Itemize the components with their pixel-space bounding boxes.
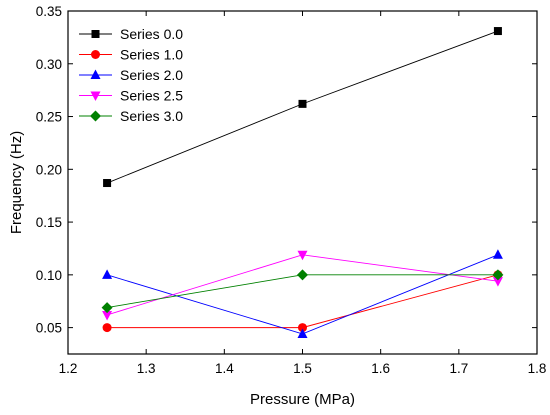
legend-label: Series 2.0 bbox=[120, 67, 183, 83]
y-tick-label: 0.25 bbox=[36, 110, 62, 125]
data-point bbox=[492, 269, 504, 281]
data-point bbox=[298, 99, 307, 108]
series-3 bbox=[102, 250, 503, 321]
data-point bbox=[102, 310, 113, 321]
legend-item: Series 0.0 bbox=[79, 26, 183, 42]
data-point bbox=[492, 249, 503, 259]
x-tick-label: 1.4 bbox=[215, 361, 234, 376]
legend-item: Series 2.0 bbox=[79, 67, 183, 83]
y-axis-title: Frequency (Hz) bbox=[8, 131, 25, 234]
data-point bbox=[297, 269, 308, 281]
data-point bbox=[101, 302, 113, 314]
data-point bbox=[297, 250, 308, 261]
series-line bbox=[107, 274, 499, 329]
x-tick-label: 1.2 bbox=[59, 361, 78, 376]
data-point bbox=[102, 323, 112, 333]
x-tick-label: 1.6 bbox=[371, 361, 390, 376]
data-point bbox=[298, 323, 307, 333]
series-layer bbox=[101, 27, 504, 338]
data-point bbox=[103, 179, 112, 188]
legend-label: Series 3.0 bbox=[120, 108, 183, 124]
legend-marker bbox=[91, 30, 100, 38]
y-tick-label: 0.15 bbox=[36, 215, 62, 230]
x-tick-label: 1.8 bbox=[528, 361, 547, 376]
data-point bbox=[493, 27, 502, 36]
series-0 bbox=[103, 27, 502, 188]
data-point bbox=[492, 277, 503, 287]
y-tick-label: 0.10 bbox=[36, 268, 62, 283]
legend-label: Series 0.0 bbox=[120, 26, 183, 42]
legend-marker bbox=[90, 69, 101, 79]
legend-marker bbox=[90, 91, 101, 101]
data-point bbox=[297, 328, 308, 338]
legend-item: Series 3.0 bbox=[79, 108, 183, 124]
legend-marker bbox=[90, 110, 101, 122]
series-4 bbox=[101, 269, 504, 314]
legend-marker bbox=[91, 50, 100, 59]
legend: Series 0.0 Series 1.0 Series 2.0 Series 2.5… bbox=[79, 26, 183, 124]
legend-label: Series 2.5 bbox=[120, 88, 183, 104]
y-tick-label: 0.35 bbox=[36, 4, 62, 19]
y-tick-label: 0.05 bbox=[36, 321, 62, 336]
y-tick-label: 0.20 bbox=[36, 162, 62, 177]
legend-item: Series 2.5 bbox=[79, 88, 183, 104]
series-line bbox=[106, 254, 498, 316]
x-axis-ticks: 1.2 1.3 1.4 1.5 1.6 1.7 1.8 bbox=[59, 11, 547, 376]
series-line bbox=[106, 254, 499, 335]
x-tick-label: 1.5 bbox=[293, 361, 312, 376]
legend-item: Series 1.0 bbox=[79, 47, 183, 63]
x-tick-label: 1.3 bbox=[137, 361, 156, 376]
y-tick-label: 0.30 bbox=[36, 57, 62, 72]
legend-label: Series 1.0 bbox=[120, 47, 183, 63]
data-point bbox=[102, 269, 113, 279]
x-tick-label: 1.7 bbox=[449, 361, 468, 376]
y-axis-ticks: 0.05 0.10 0.15 0.20 0.25 0.30 0.35 bbox=[36, 4, 537, 336]
x-axis-title: Pressure (MPa) bbox=[250, 391, 355, 408]
